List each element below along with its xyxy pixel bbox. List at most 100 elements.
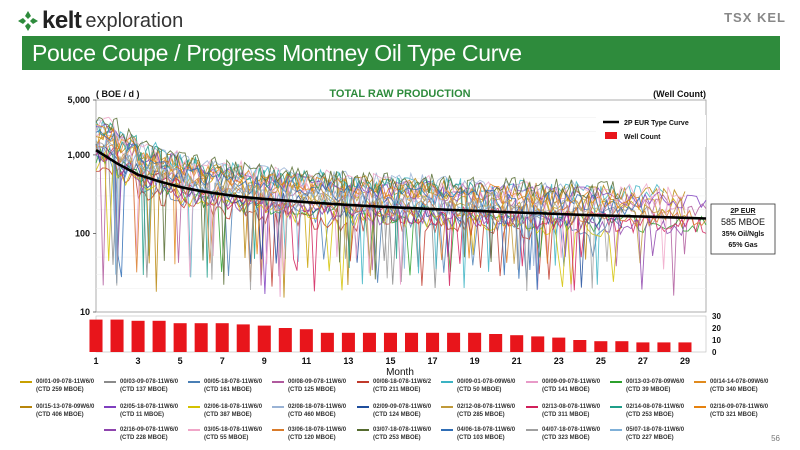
y-tick-label: 1,000 [67,150,90,160]
y-tick-label: 5,000 [67,95,90,105]
well-legend-label: 02/13-08-078-11W6/0 (CTD 311 MBOE) [542,404,601,418]
x-tick-label: 9 [262,356,267,366]
well-legend-swatch [441,381,453,383]
well-count-bar [110,319,124,352]
well-legend-swatch [610,406,622,408]
well-count-bar [320,332,334,352]
eur-annotation-gas: 65% Gas [728,242,757,249]
well-legend-label: 00/14-14-078-09W6/0 (CTD 340 MBOE) [710,379,769,393]
well-count-bar [341,332,355,352]
well-legend-swatch [272,381,284,383]
well-count-bar [236,324,250,352]
x-tick-label: 7 [220,356,225,366]
x-tick-label: 11 [302,356,312,366]
eur-annotation-value: 585 MBOE [721,217,765,227]
well-count-bar [657,342,671,352]
well-count-bar [173,323,187,352]
well-legend-swatch [357,381,369,383]
chart-title: TOTAL RAW PRODUCTION [329,88,470,100]
logo-text-regular: exploration [85,9,184,32]
x-tick-label: 29 [680,356,690,366]
well-legend-label: 03/07-18-078-11W6/0 (CTD 253 MBOE) [373,427,432,441]
eur-annotation-box [710,203,776,255]
logo-text-bold: kelt [42,7,82,34]
well-legend-label: 02/05-18-078-11W6/0 (CTD 11 MBOE) [120,404,179,418]
well-legend-label: 02/06-18-078-11W6/0 (CTD 387 MBOE) [204,404,263,418]
bar-frame [95,315,707,353]
well-legend-label: 02/14-08-078-11W6/0 (CTD 253 MBOE) [626,404,685,418]
well-count-bar [636,342,650,352]
well-count-bar [531,336,545,352]
x-tick-label: 5 [178,356,183,366]
well-count-bar [152,320,166,352]
well-legend-label: 00/09-09-078-11W6/0 (CTD 141 MBOE) [542,379,601,393]
well-count-bar [299,329,313,352]
well-legend-swatch [441,406,453,408]
well-count-bar [362,332,376,352]
well-count-bar [594,341,608,352]
well-count-bar [489,334,503,352]
y2-tick-label: 30 [712,312,721,321]
well-legend-swatch [272,429,284,431]
well-legend-swatch [188,381,200,383]
well-legend-swatch [526,381,538,383]
well-count-bar [278,328,292,352]
well-legend-label: 00/03-09-078-11W6/0 (CTD 137 MBOE) [120,379,179,393]
well-series-line [95,139,623,292]
well-count-bar [552,337,566,352]
well-count-bar [194,323,208,352]
well-legend-swatch [188,429,200,431]
well-legend-swatch [441,429,453,431]
y-tick-label: 10 [80,307,90,317]
well-count-bar [510,335,524,352]
x-tick-label: 13 [343,356,353,366]
legend-type-curve-label: 2P EUR Type Curve [624,120,689,127]
well-series-line [95,116,686,277]
well-count-bar [404,332,419,352]
well-legend-label: 00/01-09-078-11W6/0 (CTD 259 MBOE) [36,379,95,393]
well-legend-label: 02/16-09-078-11W6/0 (CTD 228 MBOE) [120,427,179,441]
well-legend-label: 00/15-13-078-09W6/0 (CTD 406 MBOE) [36,404,95,418]
well-legend-swatch [104,381,116,383]
kelt-logo: kelt exploration [18,6,183,36]
well-legend-label: 04/06-18-078-11W6/0 (CTD 103 MBOE) [457,427,516,441]
y2-tick-label: 0 [712,348,717,357]
y2-axis-unit: (Well Count) [653,89,706,99]
x-tick-label: 21 [512,356,522,366]
well-count-bar [215,323,229,352]
well-count-bar [615,341,629,352]
well-legend-label: 02/12-08-078-11W6/0 (CTD 285 MBOE) [457,404,516,418]
page-number: 56 [771,434,780,443]
well-legend-swatch [610,381,622,383]
exchange-logo: TSX KEL [724,10,786,25]
well-legend-label: 02/08-18-078-11W6/0 (CTD 460 MBOE) [288,404,347,418]
title-bar: Pouce Coupe / Progress Montney Oil Type … [22,36,780,70]
legend-well-count-label: Well Count [624,134,661,141]
type-curve-line [95,149,707,220]
well-legend-label: 00/08-18-078-11W6/2 (CTD 211 MBOE) [373,379,432,393]
well-legend-label: 02/16-09-078-11W6/0 (CTD 321 MBOE) [710,404,769,418]
well-legend-swatch [694,381,706,383]
plot-frame [95,99,707,313]
well-legend-swatch [694,406,706,408]
page-title: Pouce Coupe / Progress Montney Oil Type … [32,40,522,66]
x-tick-label: 15 [385,356,395,366]
well-count-bar [257,325,271,352]
well-count-bar [468,332,482,352]
well-count-bar [573,340,587,352]
well-legend-swatch [610,429,622,431]
well-legend-label: 00/08-09-078-11W6/0 (CTD 125 MBOE) [288,379,347,393]
well-legend-label: 05/07-18-078-11W6/0 (CTD 227 MBOE) [626,427,685,441]
chart-legend [596,115,706,147]
well-count-bar [426,332,440,352]
well-legend: 00/01-09-078-11W6/0 (CTD 259 MBOE) 00/03-0… [20,378,780,448]
well-legend-label: 00/05-18-078-11W6/0 (CTD 161 MBOE) [204,379,263,393]
well-legend-swatch [188,406,200,408]
x-axis-label: Month [386,367,414,378]
leaf-icon [18,11,38,31]
x-tick-label: 3 [136,356,141,366]
well-legend-label: 00/13-03-078-09W6/0 (CTD 39 MBOE) [626,379,685,393]
y2-tick-label: 10 [712,336,721,345]
well-count-bar [131,320,145,352]
